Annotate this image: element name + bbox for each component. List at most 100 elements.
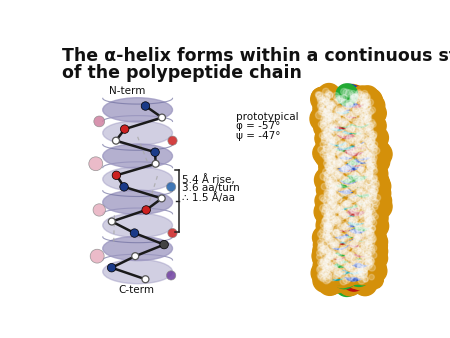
Circle shape (367, 137, 388, 158)
Circle shape (336, 172, 341, 178)
Circle shape (360, 254, 383, 277)
Circle shape (333, 171, 340, 178)
Circle shape (326, 221, 334, 229)
Circle shape (329, 131, 334, 137)
Circle shape (357, 275, 362, 280)
Circle shape (354, 183, 360, 189)
Circle shape (363, 190, 388, 215)
Circle shape (346, 244, 371, 269)
Circle shape (340, 259, 358, 277)
Circle shape (311, 260, 337, 286)
Circle shape (325, 157, 331, 163)
Circle shape (350, 165, 373, 187)
Circle shape (319, 170, 342, 193)
Circle shape (320, 127, 337, 144)
Text: φ = -57°: φ = -57° (236, 121, 280, 131)
Circle shape (356, 152, 375, 171)
Circle shape (329, 157, 349, 177)
Circle shape (364, 104, 370, 111)
Circle shape (346, 146, 352, 152)
Circle shape (333, 251, 338, 257)
Circle shape (325, 260, 350, 284)
Ellipse shape (103, 167, 172, 191)
Circle shape (354, 120, 379, 145)
Circle shape (331, 170, 349, 188)
Circle shape (317, 245, 324, 251)
Circle shape (338, 156, 353, 171)
Circle shape (316, 203, 342, 228)
Circle shape (334, 255, 354, 274)
Circle shape (367, 163, 374, 170)
Circle shape (324, 245, 345, 265)
Circle shape (365, 251, 371, 257)
Text: prototypical: prototypical (236, 112, 299, 122)
Circle shape (321, 253, 339, 270)
Circle shape (324, 214, 330, 220)
Circle shape (356, 110, 377, 131)
Circle shape (152, 160, 159, 167)
Circle shape (357, 115, 378, 136)
Circle shape (330, 110, 350, 129)
Circle shape (352, 86, 370, 104)
Circle shape (340, 245, 346, 252)
Circle shape (332, 179, 350, 197)
Circle shape (362, 195, 380, 213)
Circle shape (351, 94, 357, 101)
Circle shape (351, 139, 369, 156)
Circle shape (367, 222, 373, 228)
Circle shape (320, 158, 345, 183)
Circle shape (320, 123, 328, 130)
Circle shape (326, 238, 332, 244)
Circle shape (331, 194, 339, 201)
Circle shape (356, 89, 382, 115)
Circle shape (335, 244, 353, 263)
Circle shape (333, 125, 339, 130)
Circle shape (366, 184, 374, 192)
Circle shape (322, 262, 343, 283)
Circle shape (325, 195, 348, 218)
Circle shape (352, 194, 373, 215)
Circle shape (370, 180, 377, 187)
Circle shape (319, 142, 339, 162)
Circle shape (331, 191, 349, 209)
Circle shape (339, 144, 346, 150)
Circle shape (363, 243, 386, 266)
Circle shape (354, 149, 372, 166)
Circle shape (315, 167, 340, 193)
Circle shape (325, 111, 333, 118)
Circle shape (315, 224, 334, 243)
Circle shape (319, 104, 342, 128)
Circle shape (333, 217, 340, 224)
Circle shape (366, 189, 387, 210)
Circle shape (318, 242, 324, 247)
Circle shape (355, 179, 379, 204)
Circle shape (346, 105, 369, 128)
Circle shape (354, 169, 378, 193)
Circle shape (333, 230, 339, 235)
Circle shape (323, 98, 329, 104)
Circle shape (340, 257, 347, 263)
Circle shape (336, 133, 342, 140)
Circle shape (352, 245, 375, 268)
Circle shape (356, 112, 363, 119)
Circle shape (360, 185, 367, 192)
Circle shape (339, 247, 347, 254)
Circle shape (362, 158, 387, 182)
Circle shape (341, 166, 347, 173)
Circle shape (315, 238, 337, 259)
Circle shape (366, 170, 389, 193)
Circle shape (360, 95, 381, 117)
Circle shape (349, 240, 368, 259)
Circle shape (334, 268, 340, 274)
Circle shape (320, 150, 327, 157)
Circle shape (321, 152, 342, 173)
Circle shape (359, 117, 379, 138)
Circle shape (361, 223, 381, 243)
Circle shape (344, 107, 364, 127)
Circle shape (362, 260, 369, 268)
Circle shape (361, 247, 380, 266)
Circle shape (338, 248, 344, 254)
Circle shape (344, 237, 363, 256)
Circle shape (327, 177, 332, 183)
Circle shape (353, 237, 359, 243)
